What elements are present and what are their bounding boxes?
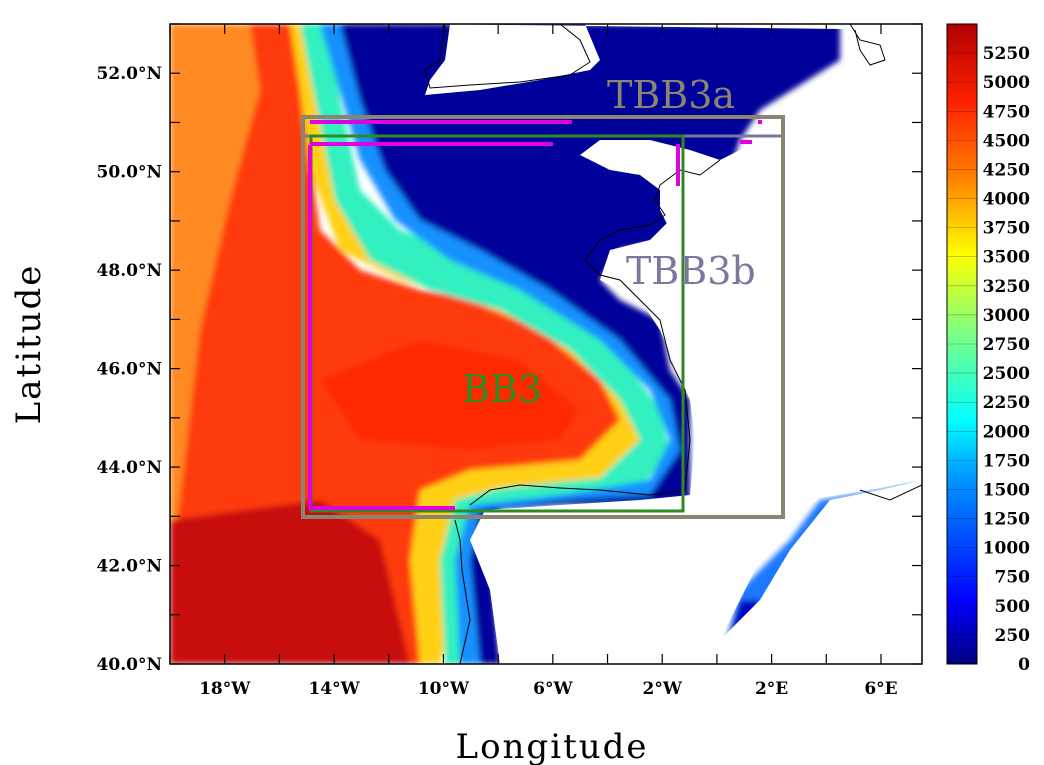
x-axis: 18°W 14°W 10°W 6°W 2°W 2°E 6°E [169,24,898,699]
x-tick-label: 14°W [308,679,360,699]
y-tick-label: 40.0°N [97,655,162,675]
label-tbb3a: TBB3a [607,73,735,117]
colorbar-label: 1000 [983,539,1030,559]
y-tick-label: 52.0°N [97,64,162,84]
colorbar-label: 1500 [983,480,1030,500]
colorbar-label: 2750 [983,335,1030,355]
colorbar-label: 3000 [983,306,1030,326]
plot-frame [169,23,923,665]
colorbar-label: 4000 [983,190,1030,210]
colorbar-label: 0 [1018,655,1030,675]
y-axis: 52.0°N 50.0°N 48.0°N 46.0°N 44.0°N 42.0°N 40.0… [97,23,922,675]
x-tick-label: 6°W [533,679,573,699]
x-tick-label: 6°E [864,679,897,699]
y-tick-label: 50.0°N [97,163,162,183]
colorbar-label: 250 [995,626,1031,646]
colorbar-label: 2250 [983,393,1030,413]
label-tbb3b: TBB3b [626,249,756,293]
colorbar-label: 4500 [983,131,1030,151]
colorbar-label: 1750 [983,451,1030,471]
x-axis-title: Longitude [455,727,648,765]
colorbar-label: 500 [995,597,1031,617]
y-tick-label: 48.0°N [97,261,162,281]
x-tick-label: 2°E [755,679,788,699]
colorbar-label: 3250 [983,277,1030,297]
colorbar: 5250500047504500425040003750350032503000… [946,23,1031,675]
magenta-track [308,120,762,510]
y-tick-label: 42.0°N [97,557,162,577]
region-boxes [301,115,785,519]
colorbar-label: 1250 [983,510,1030,530]
x-tick-label: 18°W [199,679,251,699]
depth-field [170,24,922,664]
colorbar-label: 5250 [983,44,1030,64]
colorbar-label: 4250 [983,160,1030,180]
label-bb3: BB3 [462,367,542,411]
y-tick-label: 44.0°N [97,458,162,478]
colorbar-label: 4750 [983,102,1030,122]
x-tick-label: 10°W [418,679,470,699]
region-box-tbb3a [301,115,785,519]
colorbar-label: 2500 [983,364,1030,384]
y-axis-title: Latitude [9,264,49,425]
colorbar-label: 750 [995,568,1031,588]
colorbar-label: 5000 [983,73,1030,93]
colorbar-label: 3750 [983,219,1030,239]
colorbar-label: 2000 [983,422,1030,442]
x-tick-label: 2°W [643,679,683,699]
colorbar-label: 3500 [983,248,1030,268]
y-tick-label: 46.0°N [97,360,162,380]
